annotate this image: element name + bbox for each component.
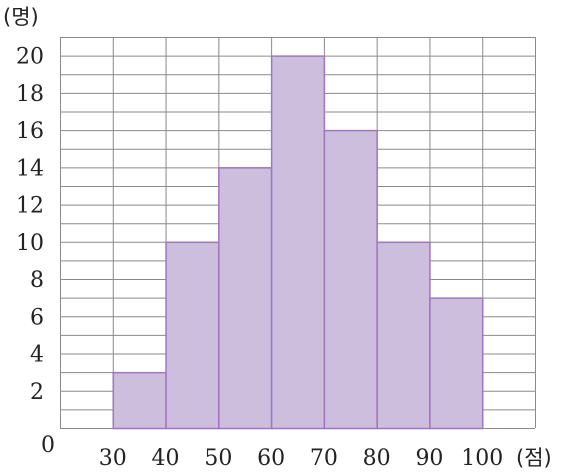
x-tick-label: 50 xyxy=(204,446,232,471)
histogram-bar xyxy=(323,129,378,430)
y-tick-label: 4 xyxy=(30,343,44,368)
x-axis-unit: (점) xyxy=(516,446,552,470)
histogram-bar xyxy=(165,241,220,430)
y-tick-label: 12 xyxy=(16,194,44,219)
x-tick-label: 30 xyxy=(99,446,127,471)
x-tick-label: 100 xyxy=(461,446,503,471)
y-tick-label: 14 xyxy=(16,156,44,181)
y-axis-unit: (명) xyxy=(3,5,39,29)
origin-label: 0 xyxy=(41,433,55,458)
x-tick-labels: 30 40 50 60 70 80 90 100 xyxy=(99,446,503,471)
y-tick-label: 18 xyxy=(16,82,44,107)
y-tick-label: 16 xyxy=(16,119,44,144)
x-tick-label: 40 xyxy=(152,446,180,471)
bars xyxy=(112,55,484,430)
y-tick-label: 2 xyxy=(30,380,44,405)
y-tick-labels: 2 4 6 8 10 12 14 16 18 20 xyxy=(16,45,44,405)
x-tick-label: 90 xyxy=(415,446,443,471)
x-tick-label: 80 xyxy=(363,446,391,471)
histogram-bar xyxy=(218,167,273,430)
y-tick-label: 8 xyxy=(30,268,44,293)
y-tick-label: 20 xyxy=(16,45,44,70)
histogram-bar xyxy=(112,371,167,430)
x-tick-label: 60 xyxy=(257,446,285,471)
histogram-bar xyxy=(376,241,431,430)
histogram-bar xyxy=(270,55,326,430)
y-tick-label: 6 xyxy=(30,305,44,330)
x-tick-label: 70 xyxy=(310,446,338,471)
y-tick-label: 10 xyxy=(16,231,44,256)
histogram-bar xyxy=(429,297,484,430)
